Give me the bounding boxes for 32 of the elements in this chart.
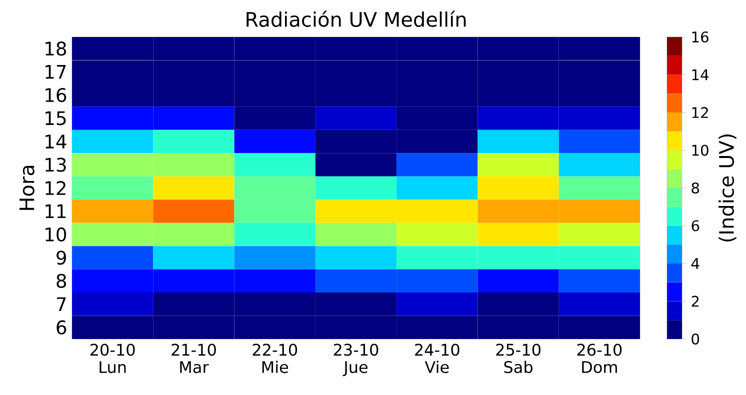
- x-tick-label: 24-10 Vie: [415, 344, 460, 374]
- color-bar-label: 8: [692, 182, 700, 194]
- chart-title: Radiación UV Medellín: [246, 10, 466, 27]
- y-tick-label: 16: [46, 88, 66, 102]
- color-bar-label: 14: [692, 69, 709, 80]
- y-tick-label: 11: [46, 204, 66, 218]
- y-tick-label: 18: [46, 42, 66, 56]
- y-axis-title: Hora: [20, 166, 34, 210]
- y-tick-label: 10: [46, 227, 66, 242]
- color-bar-label: 4: [691, 258, 700, 269]
- x-tick-label: 25-10 Sab: [496, 344, 540, 374]
- color-bar-label: 12: [692, 107, 708, 118]
- x-tick-label: 22-10 Mie: [252, 344, 298, 374]
- y-tick-label: 9: [56, 250, 66, 265]
- color-bar-label: 10: [692, 144, 708, 156]
- y-tick-label: 8: [56, 274, 66, 288]
- x-tick-label: 21-10 Mar: [172, 344, 216, 374]
- x-tick-label: 26-10 Dom: [577, 344, 622, 374]
- color-bar-label: 6: [692, 220, 700, 232]
- y-tick-label: 7: [56, 297, 66, 311]
- color-bar-label: 16: [692, 31, 708, 43]
- color-bar-label: 2: [692, 296, 699, 307]
- x-tick-label: 23-10 Jue: [334, 344, 378, 376]
- y-tick-label: 14: [46, 134, 66, 148]
- y-tick-label: 15: [46, 111, 66, 126]
- color-bar-label: 0: [692, 333, 700, 345]
- y-tick-label: 6: [56, 320, 66, 334]
- y-tick-label: 13: [46, 158, 66, 172]
- color-bar-title: (Indice UV): [718, 134, 736, 242]
- x-tick-label: 20-10 Lun: [90, 344, 135, 374]
- y-tick-label: 17: [46, 65, 66, 79]
- y-tick-label: 12: [46, 181, 66, 195]
